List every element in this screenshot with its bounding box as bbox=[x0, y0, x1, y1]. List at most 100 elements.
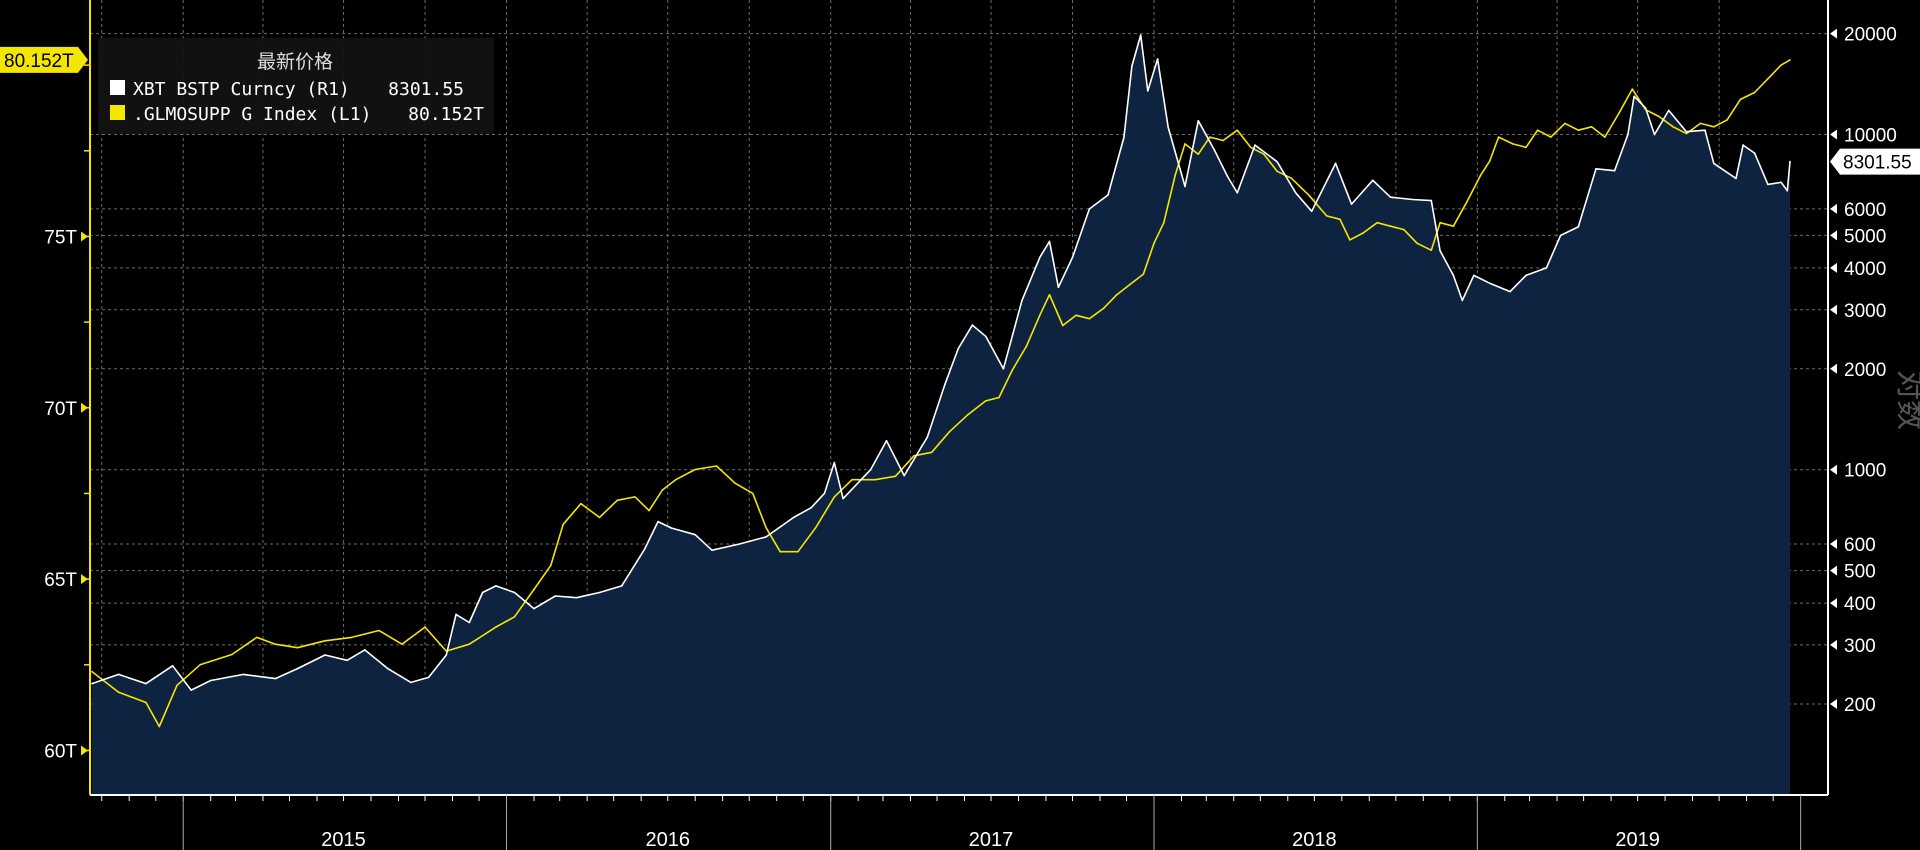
glmosupp-series-line bbox=[91, 59, 1791, 728]
xbt-data-point bbox=[1350, 203, 1353, 205]
glmosupp-data-point bbox=[1536, 129, 1539, 131]
legend-swatch-xbt bbox=[110, 80, 125, 95]
xbt-data-point bbox=[670, 527, 673, 529]
glmosupp-data-point bbox=[1753, 91, 1756, 94]
xbt-data-point bbox=[1254, 144, 1256, 146]
glmosupp-data-point bbox=[550, 564, 552, 567]
glmosupp-data-point bbox=[1672, 126, 1674, 128]
xbt-data-point bbox=[711, 549, 713, 551]
glmosupp-data-point bbox=[1249, 146, 1252, 149]
glmosupp-data-point bbox=[930, 451, 933, 454]
glmosupp-data-point bbox=[199, 664, 201, 666]
right-axis-tick-marker bbox=[1830, 203, 1837, 214]
xbt-data-point bbox=[364, 649, 366, 651]
glmosupp-data-point bbox=[1236, 129, 1239, 131]
legend-box bbox=[98, 38, 494, 134]
glmosupp-data-point bbox=[1290, 177, 1293, 179]
glmosupp-data-point bbox=[1739, 98, 1742, 101]
xbt-data-point bbox=[387, 667, 389, 670]
right-axis-tick-label: 300 bbox=[1844, 636, 1876, 657]
xbt-data-point bbox=[1156, 58, 1159, 60]
xbt-data-point bbox=[957, 347, 960, 350]
glmosupp-data-point bbox=[495, 626, 497, 628]
xbt-data-point bbox=[1147, 90, 1149, 92]
xbt-data-point bbox=[944, 383, 946, 385]
glmosupp-data-point bbox=[1088, 317, 1091, 320]
xbt-data-point bbox=[1488, 282, 1491, 285]
xbt-data-point bbox=[1123, 136, 1125, 139]
glmosupp-data-point bbox=[117, 691, 120, 693]
glmosupp-data-point bbox=[1525, 146, 1527, 149]
right-axis-tick-marker bbox=[1830, 639, 1837, 650]
glmosupp-data-point bbox=[1025, 345, 1028, 347]
xbt-data-point bbox=[1139, 34, 1142, 36]
xbt-data-point bbox=[1213, 149, 1216, 151]
xbt-data-point bbox=[410, 681, 412, 684]
glmosupp-data-point bbox=[1403, 228, 1405, 231]
xbt-data-point bbox=[209, 679, 212, 682]
glmosupp-data-point bbox=[1604, 136, 1606, 138]
xbt-data-point bbox=[145, 682, 147, 685]
xbt-data-point bbox=[1461, 299, 1464, 302]
right-axis-tick-marker bbox=[1830, 28, 1837, 39]
xbt-data-point bbox=[694, 533, 696, 536]
xbt-data-point bbox=[1039, 256, 1041, 259]
glmosupp-data-point bbox=[1631, 88, 1634, 90]
glmosupp-data-point bbox=[1416, 242, 1418, 245]
right-axis-tick-marker bbox=[1830, 698, 1837, 709]
glmosupp-data-point bbox=[1048, 293, 1051, 296]
xbt-data-point bbox=[481, 591, 484, 594]
xbt-data-point bbox=[657, 520, 659, 523]
right-last-value-tag: 8301.55 bbox=[1830, 148, 1920, 175]
glmosupp-data-point bbox=[562, 523, 564, 526]
glmosupp-data-point bbox=[1308, 194, 1310, 197]
left-tag-text: 80.152T bbox=[4, 51, 74, 72]
xbt-data-point bbox=[810, 506, 812, 509]
glmosupp-data-point bbox=[598, 516, 601, 519]
glmosupp-data-point bbox=[661, 489, 664, 491]
right-axis-tick-label: 1000 bbox=[1844, 461, 1886, 482]
xbt-data-point bbox=[91, 682, 93, 685]
glmosupp-data-point bbox=[894, 475, 897, 478]
right-axis-label: 对数 bbox=[1892, 370, 1920, 430]
glmosupp-data-point bbox=[1339, 218, 1341, 221]
xbt-data-point bbox=[1644, 107, 1647, 109]
xbt-data-point bbox=[1559, 234, 1562, 237]
glmosupp-data-point bbox=[1726, 119, 1728, 121]
xbt-data-point bbox=[1088, 208, 1091, 210]
glmosupp-data-point bbox=[91, 670, 93, 673]
glmosupp-data-point bbox=[1564, 122, 1566, 125]
glmosupp-data-point bbox=[1590, 126, 1593, 128]
glmosupp-data-point bbox=[779, 550, 781, 553]
glmosupp-data-point bbox=[1184, 143, 1186, 145]
glmosupp-data-point bbox=[1325, 215, 1328, 217]
glmosupp-data-point bbox=[998, 396, 1000, 399]
x-axis-year-label: 2015 bbox=[321, 829, 366, 850]
xbt-data-point bbox=[1653, 133, 1656, 136]
xbt-data-point bbox=[1167, 126, 1169, 129]
xbt-data-point bbox=[1021, 299, 1023, 302]
xbt-data-point bbox=[1310, 210, 1313, 213]
right-axis-tick-label: 4000 bbox=[1844, 259, 1886, 280]
glmosupp-data-point bbox=[1658, 115, 1660, 118]
xbt-data-point bbox=[869, 468, 872, 471]
right-tag-text: 8301.55 bbox=[1843, 153, 1912, 174]
xbt-data-point bbox=[1048, 240, 1051, 243]
xbt-data-point bbox=[533, 607, 535, 610]
xbt-data-point bbox=[1002, 368, 1005, 370]
glmosupp-data-point bbox=[1263, 153, 1265, 155]
xbt-data-point bbox=[598, 591, 601, 594]
axes: 60T 65T 70T 75T 200 300 400 500 600 1000 2000 3000 4… bbox=[44, 0, 1897, 850]
xbt-data-point bbox=[1184, 185, 1186, 188]
glmosupp-data-point bbox=[1789, 59, 1791, 61]
left-tag-shape bbox=[0, 46, 88, 73]
glmosupp-data-point bbox=[1276, 170, 1278, 173]
glmosupp-data-point bbox=[1011, 369, 1014, 371]
xbt-data-point bbox=[1131, 65, 1133, 67]
left-axis-tick-marker bbox=[81, 231, 88, 242]
glmosupp-data-point bbox=[296, 646, 299, 649]
glmosupp-data-point bbox=[851, 478, 853, 481]
glmosupp-data-point bbox=[814, 526, 817, 529]
glmosupp-data-point bbox=[674, 478, 677, 481]
